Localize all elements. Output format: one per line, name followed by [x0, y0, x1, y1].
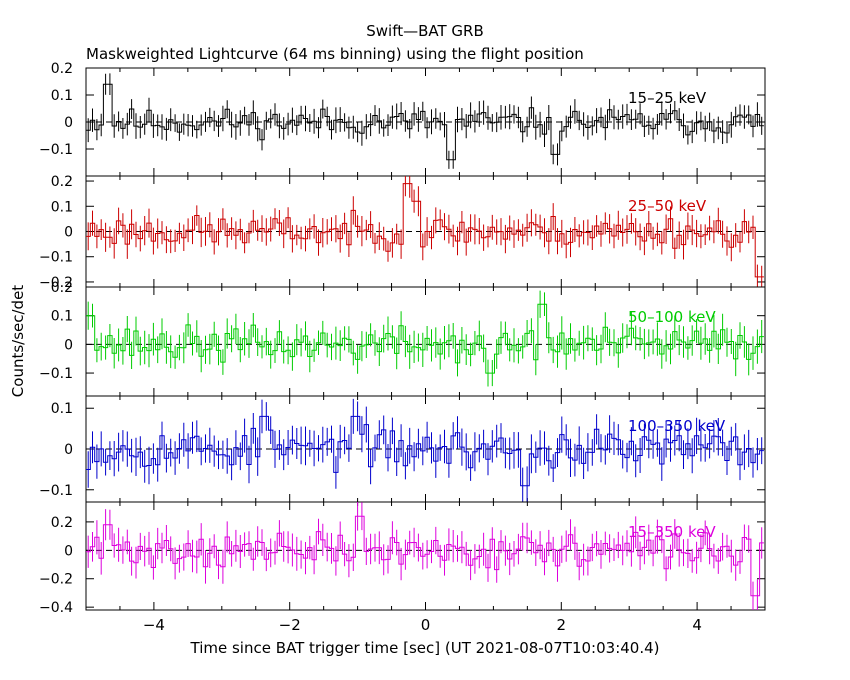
series-line: [86, 415, 764, 487]
y-tick-label: 0: [64, 225, 73, 241]
y-tick-label: 0.2: [51, 515, 73, 531]
x-tick-label: −4: [143, 616, 165, 634]
error-bars: [87, 73, 763, 169]
y-tick-label: 0.1: [51, 401, 73, 417]
y-tick-label: 0.1: [51, 88, 73, 104]
y-tick-label: 0: [64, 337, 73, 353]
energy-band-label: 100–350 keV: [628, 417, 726, 435]
error-bars: [87, 502, 763, 610]
energy-band-label: 50–100 keV: [628, 308, 716, 326]
y-tick-label: 0: [64, 442, 73, 458]
y-tick-label: 0.1: [51, 309, 73, 325]
x-tick-label: 2: [557, 616, 567, 634]
series-line: [86, 303, 764, 374]
y-tick-label: −0.2: [39, 275, 73, 291]
y-tick-label: 0: [64, 543, 73, 559]
y-tick-label: −0.1: [39, 483, 73, 499]
energy-band-label: 15–350 keV: [628, 523, 716, 541]
series-line: [86, 83, 764, 161]
y-tick-label: 0.2: [51, 174, 73, 190]
error-bars: [87, 398, 763, 502]
x-tick-label: 4: [692, 616, 702, 634]
y-tick-label: −0.1: [39, 142, 73, 158]
y-tick-label: −0.2: [39, 572, 73, 588]
x-tick-label: 0: [421, 616, 431, 634]
chart-title: Swift—BAT GRB: [366, 22, 484, 40]
energy-band-label: 15–25 keV: [628, 89, 707, 107]
y-tick-label: 0.1: [51, 199, 73, 215]
y-tick-label: −0.4: [39, 600, 73, 616]
chart-subtitle: Maskweighted Lightcurve (64 ms binning) …: [86, 45, 584, 63]
energy-band-label: 25–50 keV: [628, 197, 707, 215]
series-line: [86, 515, 764, 597]
x-tick-label: −2: [279, 616, 301, 634]
error-bars: [87, 290, 763, 387]
y-tick-label: 0: [64, 115, 73, 131]
error-bars: [87, 176, 763, 287]
y-tick-label: 0.2: [51, 280, 73, 296]
y-tick-label: −0.1: [39, 366, 73, 382]
x-axis-label: Time since BAT trigger time [sec] (UT 20…: [190, 639, 660, 657]
series-line: [86, 183, 764, 278]
y-tick-label: −0.1: [39, 250, 73, 266]
y-tick-label: 0.2: [51, 61, 73, 77]
